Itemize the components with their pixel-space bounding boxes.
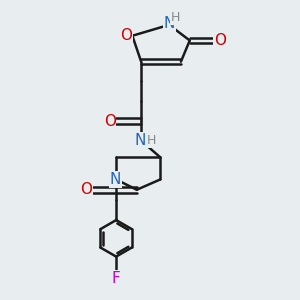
Text: O: O bbox=[214, 33, 226, 48]
Text: N: N bbox=[134, 133, 146, 148]
Text: N: N bbox=[110, 172, 121, 187]
Text: H: H bbox=[171, 11, 180, 24]
Text: N: N bbox=[164, 16, 175, 32]
Text: F: F bbox=[112, 271, 121, 286]
Text: O: O bbox=[80, 182, 92, 197]
Text: O: O bbox=[104, 114, 116, 129]
Text: O: O bbox=[120, 28, 132, 43]
Text: H: H bbox=[147, 134, 157, 147]
